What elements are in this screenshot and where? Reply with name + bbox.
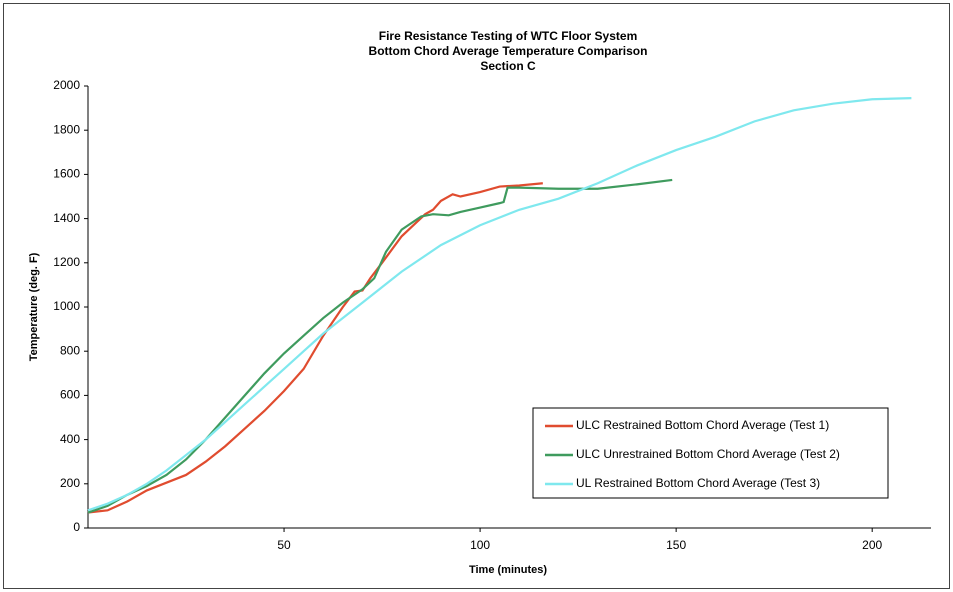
y-tick-label: 1800 <box>53 122 80 136</box>
x-tick-label: 150 <box>666 538 686 552</box>
y-tick-label: 800 <box>60 343 80 357</box>
series-line <box>87 182 543 514</box>
y-tick-label: 600 <box>60 388 80 402</box>
y-axis-label: Temperature (deg. F) <box>28 252 40 361</box>
y-tick-label: 400 <box>60 432 80 446</box>
frame <box>3 3 950 589</box>
series-line <box>87 97 912 512</box>
legend-label: UL Restrained Bottom Chord Average (Test… <box>576 476 820 490</box>
series-line <box>87 178 673 514</box>
x-tick-label: 50 <box>277 538 291 552</box>
y-tick-label: 1000 <box>53 299 80 313</box>
x-axis-label: Time (minutes) <box>469 564 547 576</box>
x-tick-label: 100 <box>470 538 490 552</box>
chart-title: Section C <box>480 59 536 73</box>
chart-title: Bottom Chord Average Temperature Compari… <box>369 44 648 58</box>
y-tick-label: 1400 <box>53 211 80 225</box>
legend-box <box>532 407 889 499</box>
y-tick-label: 1200 <box>53 255 80 269</box>
y-tick-label: 2000 <box>53 78 80 92</box>
x-tick-label: 200 <box>862 538 882 552</box>
legend-label: ULC Restrained Bottom Chord Average (Tes… <box>576 418 829 432</box>
y-tick-label: 200 <box>60 476 80 490</box>
y-tick-label: 0 <box>73 520 80 534</box>
chart-title: Fire Resistance Testing of WTC Floor Sys… <box>379 29 638 43</box>
legend-label: ULC Unrestrained Bottom Chord Average (T… <box>576 447 840 461</box>
y-tick-label: 1600 <box>53 167 80 181</box>
